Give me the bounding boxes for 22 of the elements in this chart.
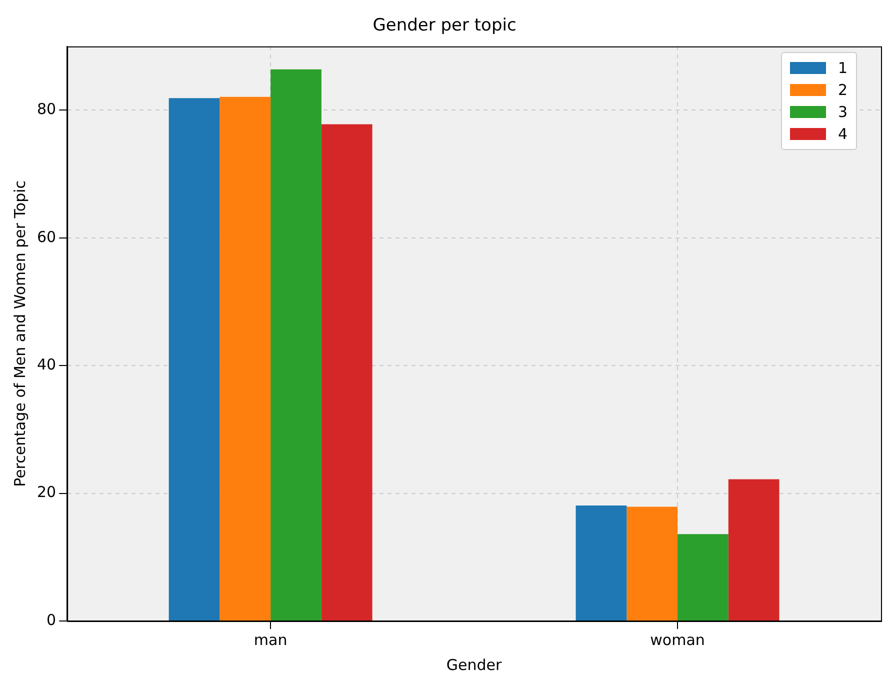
legend-label: 4 <box>838 125 848 144</box>
legend-label: 2 <box>838 81 848 100</box>
x-axis-title: Gender <box>446 656 503 674</box>
legend-label: 3 <box>838 103 848 122</box>
legend-label: 1 <box>838 59 848 78</box>
bar <box>576 505 627 620</box>
y-tick-label: 40 <box>36 356 56 374</box>
bar <box>220 96 271 620</box>
chart-title: Gender per topic <box>372 16 516 36</box>
bar <box>168 98 220 620</box>
bar <box>678 534 728 620</box>
bar <box>626 506 678 620</box>
y-tick-label: 60 <box>36 228 56 246</box>
y-tick-label: 20 <box>36 483 56 502</box>
y-tick-label: 80 <box>36 100 56 118</box>
bar <box>728 479 780 620</box>
x-tick-label: woman <box>650 630 705 649</box>
bar <box>270 69 322 620</box>
y-axis-title: Percentage of Men and Women per Topic <box>10 180 29 487</box>
y-tick-label: 0 <box>46 610 56 629</box>
bar <box>321 124 372 620</box>
x-tick-label: man <box>254 630 288 649</box>
